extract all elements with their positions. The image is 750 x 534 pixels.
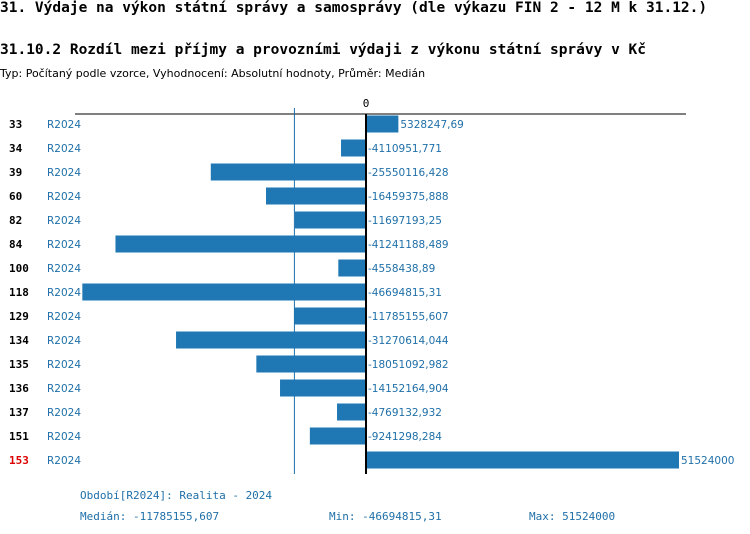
row-id-label: 137 [9, 406, 29, 419]
row-id-label: 129 [9, 310, 29, 323]
bar [266, 187, 366, 205]
period-legend: Období[R2024]: Realita - 2024 [80, 489, 273, 502]
row-period-label: R2024 [47, 215, 81, 227]
row-period-label: R2024 [47, 407, 81, 419]
row-id-label: 33 [9, 118, 22, 131]
row-id-label: 39 [9, 166, 22, 179]
value-label: -41241188,489 [368, 239, 449, 251]
row-id-label: 84 [9, 238, 23, 251]
value-label: -46694815,31 [368, 287, 442, 299]
row-id-label: 118 [9, 286, 29, 299]
bar [82, 283, 366, 301]
bar [294, 211, 366, 229]
value-label: -11785155,607 [368, 311, 449, 323]
value-label: -4769132,932 [368, 407, 442, 419]
row-id-label: 135 [9, 358, 29, 371]
bar [341, 139, 366, 157]
row-id-label: 60 [9, 190, 22, 203]
bar [366, 451, 679, 469]
page-title: 31. Výdaje na výkon státní správy a samo… [0, 0, 708, 16]
row-period-label: R2024 [47, 119, 81, 131]
bar [256, 355, 366, 373]
value-label: -4110951,771 [368, 143, 442, 155]
row-id-label: 136 [9, 382, 29, 395]
row-period-label: R2024 [47, 263, 81, 275]
value-label: -25550116,428 [368, 167, 449, 179]
bar [366, 115, 399, 133]
max-stat: Max: 51524000 [529, 510, 616, 523]
bar [338, 259, 366, 277]
row-id-label: 134 [9, 334, 29, 347]
bar [115, 235, 366, 253]
value-label: -14152164,904 [368, 383, 449, 395]
value-label: 51524000 [681, 455, 734, 467]
row-period-label: R2024 [47, 383, 81, 395]
value-label: -18051092,982 [368, 359, 449, 371]
value-label: -9241298,284 [368, 431, 442, 443]
row-period-label: R2024 [47, 455, 81, 467]
row-id-label: 153 [9, 454, 29, 467]
zero-tick-label: 0 [363, 97, 370, 110]
row-period-label: R2024 [47, 311, 81, 323]
chart-parameters: Typ: Počítaný podle vzorce, Vyhodnocení:… [0, 67, 426, 80]
bar [337, 403, 366, 421]
value-label: -4558438,89 [368, 263, 435, 275]
row-period-label: R2024 [47, 431, 81, 443]
value-label: -16459375,888 [368, 191, 449, 203]
bar [210, 163, 366, 181]
row-period-label: R2024 [47, 167, 81, 179]
value-label: -31270614,044 [368, 335, 449, 347]
bar [309, 427, 366, 445]
row-id-label: 34 [9, 142, 23, 155]
row-period-label: R2024 [47, 191, 81, 203]
bar [176, 331, 366, 349]
row-period-label: R2024 [47, 335, 81, 347]
row-period-label: R2024 [47, 143, 81, 155]
row-period-label: R2024 [47, 287, 81, 299]
chart-title: 31.10.2 Rozdíl mezi příjmy a provozními … [0, 42, 647, 58]
value-label: 5328247,69 [400, 119, 463, 131]
row-id-label: 151 [9, 430, 29, 443]
row-period-label: R2024 [47, 239, 81, 251]
row-period-label: R2024 [47, 359, 81, 371]
bar [294, 307, 366, 325]
row-id-label: 82 [9, 214, 22, 227]
median-stat: Medián: -11785155,607 [80, 510, 220, 523]
value-label: -11697193,25 [368, 215, 442, 227]
bar [280, 379, 366, 397]
min-stat: Min: -46694815,31 [329, 510, 442, 523]
row-id-label: 100 [9, 262, 29, 275]
